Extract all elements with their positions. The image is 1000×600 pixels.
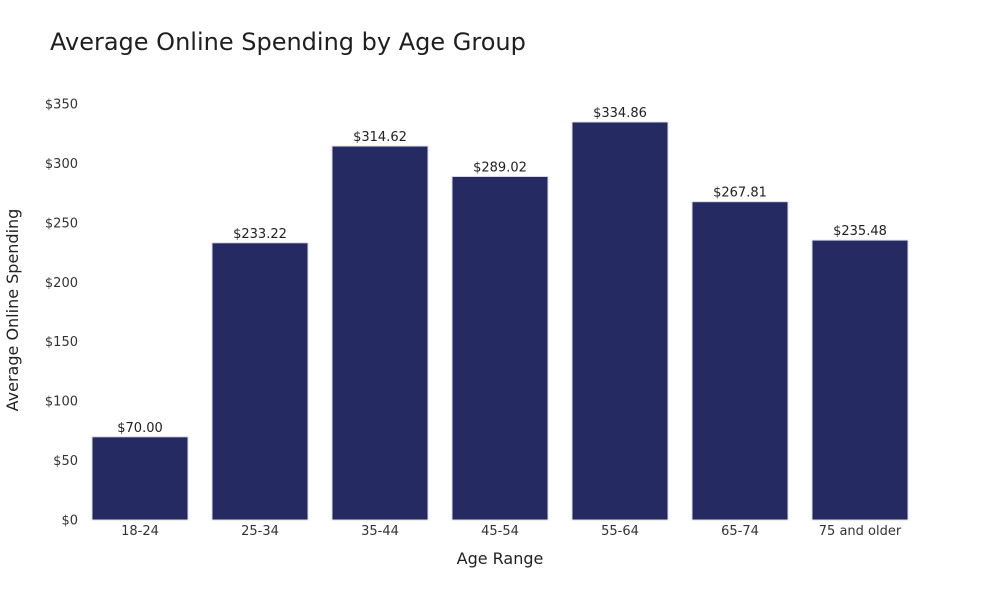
data-label: $70.00	[117, 421, 163, 436]
bar-25-34	[211, 242, 309, 521]
y-tick-label: $100	[45, 395, 78, 410]
y-tick-label: $350	[45, 98, 78, 113]
bars-group	[91, 121, 909, 521]
data-label: $314.62	[353, 130, 407, 145]
x-tick-label: 45-54	[481, 524, 519, 539]
data-labels-group: $70.00 $233.22 $314.62 $289.02 $334.86 $267.8…	[117, 106, 887, 436]
x-axis-title: Age Range	[457, 549, 544, 568]
y-axis-title: Average Online Spending	[3, 209, 22, 412]
x-tick-label: 35-44	[361, 524, 399, 539]
bar-45-54	[451, 175, 549, 521]
bar-18-24	[91, 436, 189, 521]
data-label: $235.48	[833, 224, 887, 239]
data-label: $289.02	[473, 160, 527, 175]
bar-35-44	[331, 145, 429, 521]
y-tick-label: $0	[61, 514, 78, 529]
data-label: $267.81	[713, 186, 767, 201]
bar-55-64	[571, 121, 669, 521]
y-tick-label: $150	[45, 335, 78, 350]
y-tick-label: $200	[45, 276, 78, 291]
x-tick-label: 25-34	[241, 524, 279, 539]
x-tick-label: 75 and older	[819, 524, 902, 539]
x-tick-label: 18-24	[121, 524, 159, 539]
data-label: $233.22	[233, 227, 287, 242]
y-tick-label: $250	[45, 216, 78, 231]
y-axis-ticks: $0 $50 $100 $150 $200 $250 $300 $350	[45, 98, 78, 529]
x-tick-label: 65-74	[721, 524, 759, 539]
x-axis-ticks: 18-24 25-34 35-44 45-54 55-64 65-74 75 and old…	[121, 524, 902, 539]
x-tick-label: 55-64	[601, 524, 639, 539]
bar-65-74	[691, 201, 789, 521]
bar-75-and-older	[811, 239, 909, 521]
data-label: $334.86	[593, 106, 647, 121]
y-tick-label: $50	[53, 454, 78, 469]
chart-title: Average Online Spending by Age Group	[50, 28, 526, 56]
y-tick-label: $300	[45, 157, 78, 172]
